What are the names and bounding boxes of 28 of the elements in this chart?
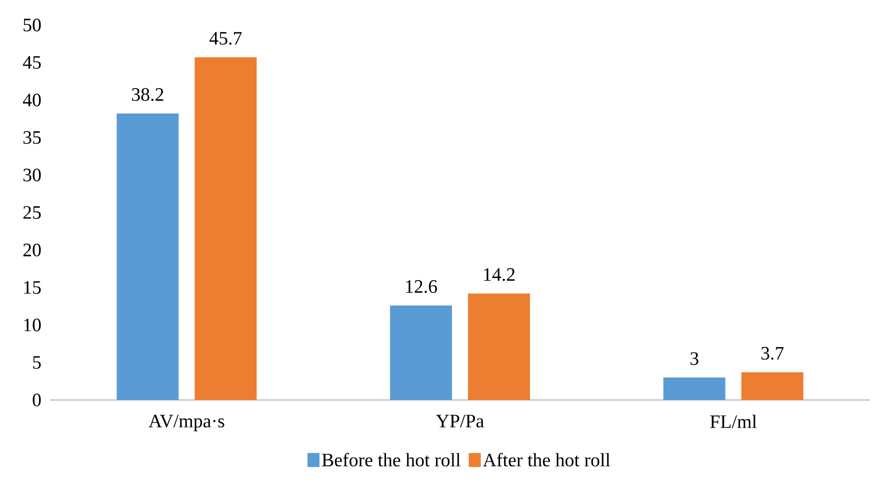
y-tick-label: 20 — [23, 244, 41, 256]
bar — [663, 377, 726, 400]
data-label: 12.6 — [406, 280, 437, 293]
y-tick-label: 35 — [23, 131, 41, 144]
y-tick-label: 0 — [32, 394, 41, 406]
bar — [390, 305, 452, 400]
data-label: 14.2 — [484, 268, 515, 281]
y-tick-label: 5 — [33, 356, 41, 369]
x-tick-label: YP/Pa — [436, 414, 484, 428]
y-tick-label: 40 — [22, 94, 41, 106]
legend-label: After the hot roll — [482, 452, 610, 466]
x-tick-label: AV/mpa·s — [148, 414, 224, 432]
bar — [194, 57, 257, 400]
x-tick-label: FL/ml — [710, 414, 757, 428]
data-label: 3 — [690, 352, 698, 365]
y-tick-label: 10 — [24, 318, 41, 332]
bar — [468, 293, 530, 400]
bar — [116, 113, 179, 400]
data-label: 38.2 — [132, 88, 164, 101]
legend-label: Before the hot roll — [322, 452, 460, 466]
bar — [741, 372, 804, 400]
y-tick-label: 30 — [23, 168, 41, 182]
data-label: 3.7 — [761, 346, 784, 360]
y-tick-label: 25 — [23, 206, 41, 219]
data-label: 45.7 — [209, 32, 242, 45]
y-tick-label: 50 — [24, 18, 41, 32]
y-tick-label: 15 — [24, 281, 41, 294]
y-tick-label: 45 — [22, 56, 41, 69]
